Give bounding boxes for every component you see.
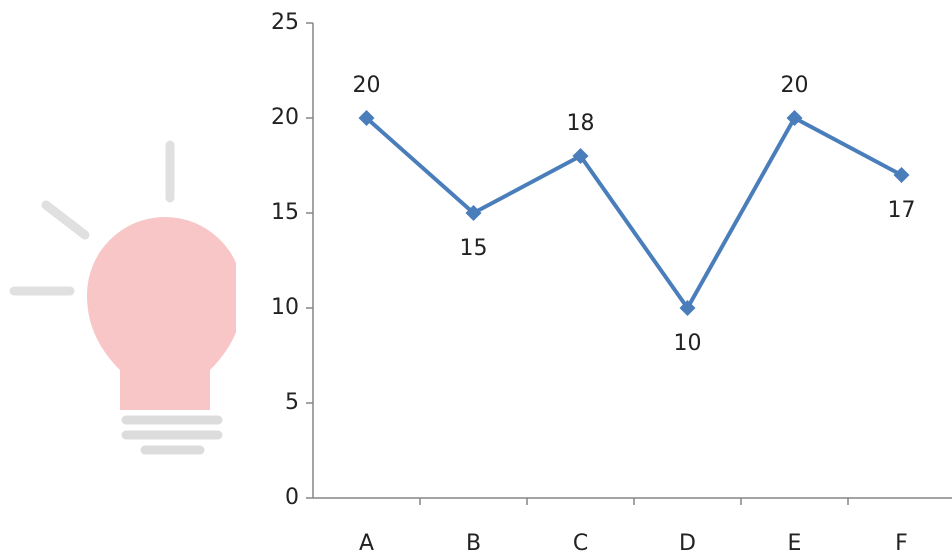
marker: [786, 110, 803, 126]
y-tick-label: 0: [285, 485, 299, 510]
line: [365, 116, 903, 310]
x-tick-label: F: [895, 531, 908, 556]
data-label: 18: [567, 111, 595, 136]
x-tick-label: D: [679, 531, 696, 556]
marker: [572, 148, 589, 164]
y-tick-label: 20: [271, 105, 299, 130]
marker: [893, 167, 910, 183]
x-tick-label: B: [466, 531, 481, 556]
marker: [465, 205, 482, 221]
y-tick-label: 10: [271, 295, 299, 320]
data-label: 20: [353, 73, 381, 98]
y-tick-label: 15: [271, 200, 299, 225]
lightbulb-decoration: [9, 140, 236, 455]
data-label: 20: [781, 73, 809, 98]
data-label: 15: [460, 236, 488, 261]
data-label: 17: [888, 198, 916, 223]
marker: [679, 300, 696, 316]
y-tick-label: 5: [285, 390, 299, 415]
x-tick-label: C: [573, 531, 588, 556]
y-tick-label: 25: [271, 10, 299, 35]
x-tick-label: A: [359, 531, 374, 556]
x-tick-label: E: [788, 531, 802, 556]
marker: [358, 110, 375, 126]
data-label: 10: [674, 331, 702, 356]
